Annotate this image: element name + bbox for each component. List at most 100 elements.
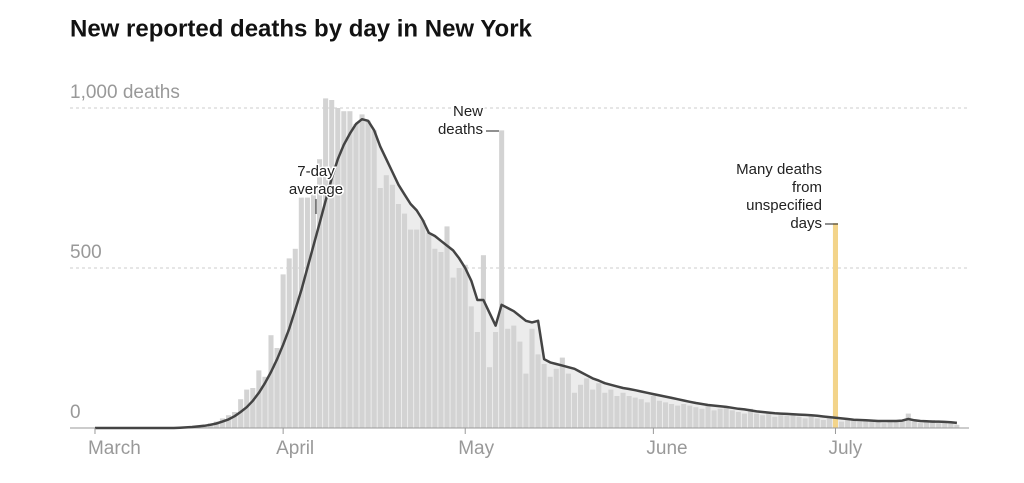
bar xyxy=(280,274,286,428)
annotation-text: days xyxy=(790,215,822,232)
bar xyxy=(408,229,414,428)
bar xyxy=(802,418,808,428)
bar xyxy=(832,223,839,428)
bar xyxy=(942,421,948,428)
bar xyxy=(462,264,468,428)
bar xyxy=(225,415,232,428)
bar xyxy=(662,402,669,428)
bar xyxy=(553,368,559,428)
bar xyxy=(656,400,662,428)
bar xyxy=(517,341,523,428)
bar xyxy=(699,408,705,428)
bar xyxy=(711,410,717,428)
bar xyxy=(729,410,735,428)
bar xyxy=(741,413,747,428)
bar xyxy=(954,424,960,428)
bar xyxy=(650,396,656,428)
bar xyxy=(401,213,408,428)
bar xyxy=(681,404,687,428)
bar xyxy=(754,413,760,428)
bar xyxy=(626,396,632,428)
bar xyxy=(474,332,480,428)
bar xyxy=(341,111,347,428)
bar xyxy=(523,373,529,428)
bar xyxy=(747,408,754,428)
bar xyxy=(778,415,784,428)
bar xyxy=(529,328,535,428)
bar xyxy=(784,415,790,428)
bar xyxy=(717,408,723,428)
bar xyxy=(335,108,341,428)
bar xyxy=(869,421,875,428)
bar xyxy=(602,392,608,428)
bar xyxy=(845,418,851,428)
bar xyxy=(590,389,596,428)
bar xyxy=(493,332,499,428)
bar xyxy=(723,407,729,428)
bar xyxy=(614,396,620,428)
bar xyxy=(839,421,845,428)
annotation-text: 7-day xyxy=(297,163,335,180)
bar xyxy=(262,376,268,428)
bar xyxy=(274,348,280,428)
bar xyxy=(893,421,899,428)
bar xyxy=(317,159,323,428)
bar xyxy=(675,405,681,428)
bar xyxy=(930,420,936,428)
y-tick-label: 0 xyxy=(70,402,81,423)
bar xyxy=(881,423,887,428)
bar xyxy=(535,354,541,428)
bar xyxy=(905,413,911,428)
bar xyxy=(298,197,304,428)
bar xyxy=(292,248,298,428)
bar xyxy=(669,404,675,428)
x-tick-label: March xyxy=(88,438,141,459)
bar xyxy=(371,130,377,428)
bar xyxy=(820,420,826,428)
bar xyxy=(232,412,238,428)
bar xyxy=(578,384,584,428)
bar xyxy=(571,392,578,428)
bar xyxy=(565,373,571,428)
bar xyxy=(705,405,711,428)
x-tick-label: July xyxy=(828,438,862,459)
bar xyxy=(875,420,881,428)
bar xyxy=(693,407,699,428)
bar xyxy=(244,389,250,428)
bar xyxy=(377,188,383,428)
bar xyxy=(735,412,741,428)
bar xyxy=(511,325,517,428)
bar xyxy=(899,420,905,428)
bar xyxy=(213,421,219,428)
bar xyxy=(638,399,644,428)
bar xyxy=(911,421,917,428)
chart-title: New reported deaths by day in New York xyxy=(70,15,533,42)
bar xyxy=(766,413,772,428)
bar xyxy=(468,306,474,428)
bar xyxy=(936,423,942,428)
bar xyxy=(917,423,923,428)
bar xyxy=(219,418,225,428)
bar xyxy=(268,335,274,428)
bar xyxy=(608,389,614,428)
bar xyxy=(559,357,565,428)
bar xyxy=(389,184,395,428)
bar xyxy=(772,416,778,428)
bar xyxy=(256,370,262,428)
bar xyxy=(329,100,335,428)
bar xyxy=(353,124,359,428)
bar xyxy=(310,191,317,428)
annotation-text: deaths xyxy=(438,121,483,138)
bar xyxy=(414,229,420,428)
bar xyxy=(808,415,814,428)
bar xyxy=(863,420,869,428)
bar xyxy=(444,226,450,428)
bar xyxy=(887,420,893,428)
bar xyxy=(796,416,802,428)
bar xyxy=(584,378,590,428)
bar xyxy=(790,413,796,428)
bar xyxy=(948,423,954,428)
annotation-text: New xyxy=(453,103,483,120)
bar xyxy=(420,220,426,428)
